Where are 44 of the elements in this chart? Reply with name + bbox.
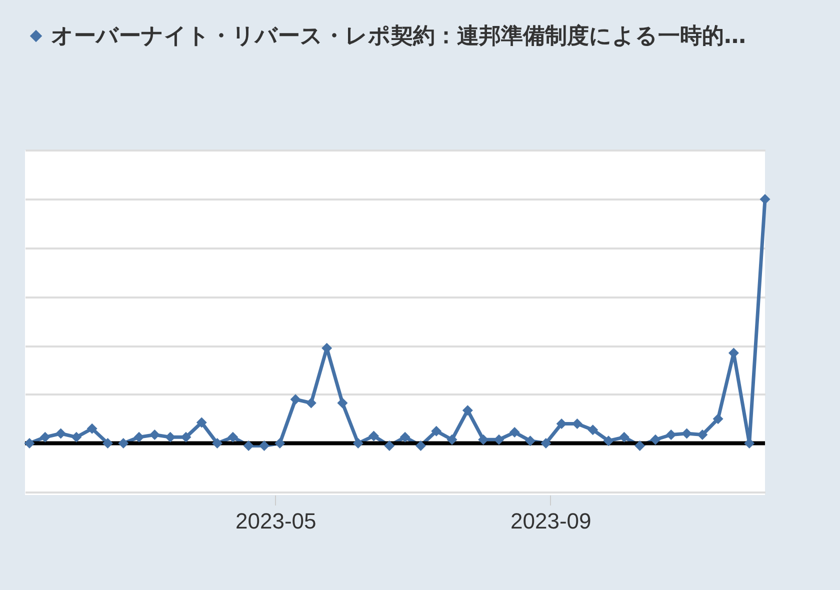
point [415,440,426,451]
point [603,436,614,446]
point [274,438,286,449]
point [243,440,254,451]
point [462,405,473,416]
point [196,417,207,428]
x-tick-label: 2023-05 [236,508,316,534]
point [71,432,82,442]
point [431,426,442,436]
point [634,440,646,451]
point [149,429,160,440]
point [337,398,348,408]
point [650,434,661,445]
point [352,438,364,449]
x-tick-label: 2023-09 [510,508,592,534]
point [682,428,692,439]
point [525,436,536,446]
point [446,434,458,445]
point [258,440,270,451]
point [118,438,129,449]
point [24,438,35,449]
legend-label: オーバーナイト・リバース・レポ契約：連邦準備制度による一時的… [51,23,746,49]
point [618,432,630,442]
point [368,430,380,442]
point [102,438,113,449]
point [744,438,755,449]
point [40,432,50,442]
point [712,414,724,424]
point [134,432,144,442]
point [494,434,504,445]
point [384,440,395,451]
point [306,398,316,408]
point [86,423,98,434]
point [228,432,238,442]
point [666,429,676,440]
point [180,432,192,442]
point [588,424,598,436]
point [56,428,66,439]
point [697,429,708,440]
point [290,394,301,405]
point [540,438,552,449]
point [212,438,223,449]
point [400,432,410,442]
point [509,427,520,438]
